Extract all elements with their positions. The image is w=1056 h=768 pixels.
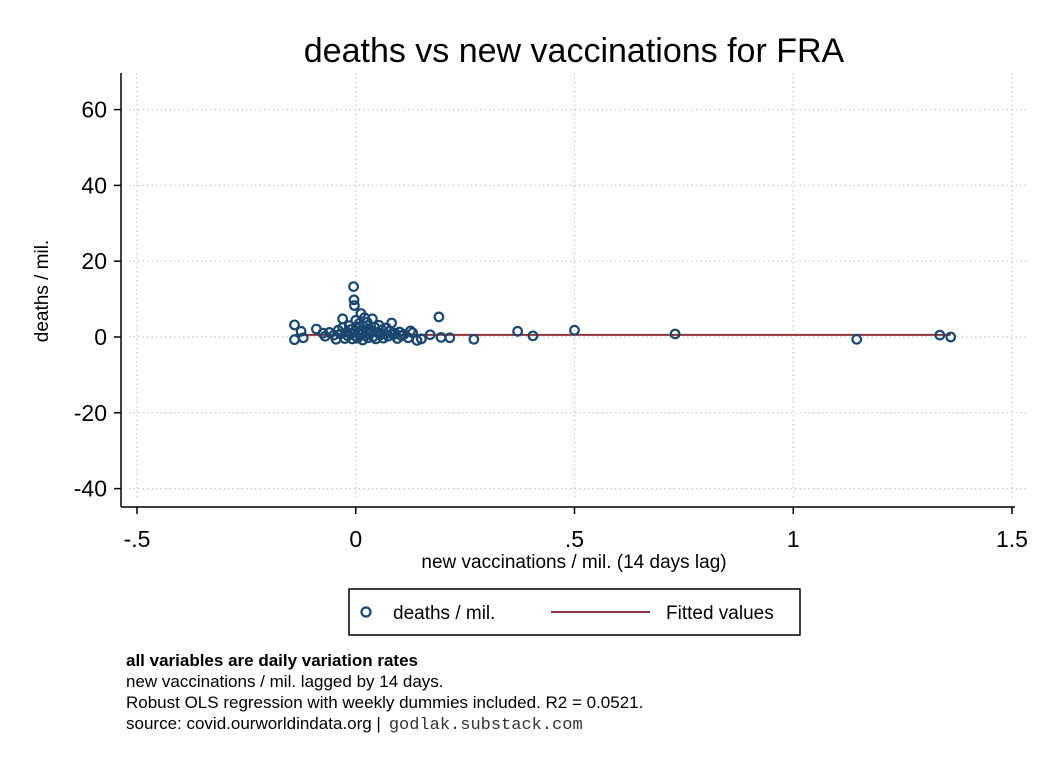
legend: deaths / mil. Fitted values bbox=[348, 588, 801, 636]
scatter-point bbox=[415, 333, 427, 345]
scatter-point bbox=[851, 333, 863, 345]
scatter-point bbox=[407, 327, 419, 339]
scatter-point bbox=[295, 325, 307, 337]
scatter-point bbox=[527, 330, 539, 342]
x-tick-label: .5 bbox=[565, 526, 584, 552]
axes bbox=[114, 73, 1015, 514]
scatter-point bbox=[348, 281, 359, 292]
site-link[interactable]: godlak.substack.com bbox=[388, 716, 583, 735]
scatter-point bbox=[348, 294, 360, 306]
x-tick-label: 1 bbox=[787, 526, 800, 552]
notes-line-2: Robust OLS regression with weekly dummie… bbox=[126, 693, 644, 712]
x-tick-label: 0 bbox=[349, 526, 362, 552]
y-tick-label: 0 bbox=[94, 324, 107, 350]
scatter-point bbox=[669, 328, 681, 340]
notes-source: source: covid.ourworldindata.org | godlak… bbox=[126, 713, 643, 736]
y-tick-label: 60 bbox=[81, 97, 107, 123]
y-tick-label: 20 bbox=[81, 248, 107, 274]
y-axis-label: deaths / mil. bbox=[32, 240, 53, 342]
scatter-point bbox=[349, 300, 360, 311]
source-text: source: covid.ourworldindata.org | bbox=[126, 714, 381, 733]
scatter-point bbox=[934, 329, 946, 341]
notes-heading: all variables are daily variation rates bbox=[126, 651, 418, 670]
x-tick-label: -.5 bbox=[124, 526, 151, 552]
scatter-point bbox=[297, 332, 309, 344]
scatter-point bbox=[468, 333, 480, 345]
scatter-point bbox=[444, 332, 456, 344]
scatter-point bbox=[945, 331, 957, 343]
notes-line-1: new vaccinations / mil. lagged by 14 day… bbox=[126, 672, 444, 691]
scatter-point bbox=[512, 325, 524, 337]
tick-labels: -40 -20 0 20 40 60 -.5 0 .5 1 1.5 bbox=[74, 97, 1028, 552]
x-axis-label: new vaccinations / mil. (14 days lag) bbox=[421, 552, 726, 573]
scatter-points bbox=[289, 281, 957, 346]
scatter-point bbox=[289, 334, 300, 346]
y-tick-label: -20 bbox=[74, 400, 107, 426]
scatter-point bbox=[289, 319, 300, 331]
x-tick-label: 1.5 bbox=[996, 526, 1028, 552]
legend-label-deaths: deaths / mil. bbox=[393, 603, 495, 624]
y-tick-label: 40 bbox=[81, 172, 107, 198]
chart-title: deaths vs new vaccinations for FRA bbox=[304, 32, 845, 70]
scatter-point bbox=[386, 317, 398, 329]
scatter-point bbox=[433, 311, 445, 323]
y-tick-label: -40 bbox=[74, 476, 107, 502]
scatter-point bbox=[424, 329, 436, 341]
scatter-point bbox=[569, 324, 580, 336]
grid bbox=[129, 73, 1027, 499]
legend-label-fitted: Fitted values bbox=[666, 603, 774, 624]
legend-marker-scatter bbox=[360, 606, 372, 618]
scatter-point bbox=[405, 325, 416, 337]
notes: all variables are daily variation rates … bbox=[126, 650, 643, 736]
